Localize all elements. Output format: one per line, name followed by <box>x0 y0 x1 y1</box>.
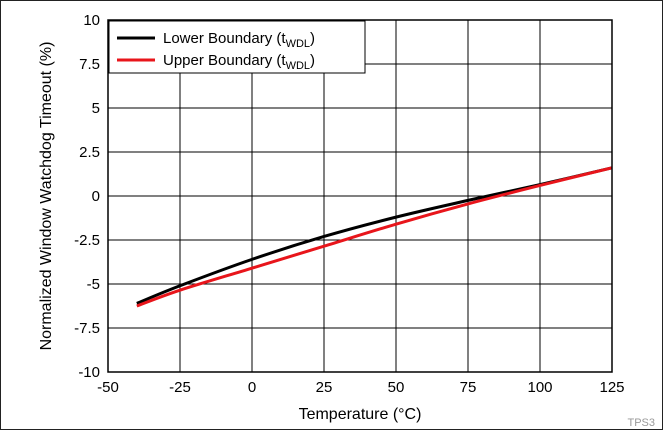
legend-label: Lower Boundary (tWDL) <box>163 30 315 50</box>
legend-label-end: ) <box>310 52 315 69</box>
legend-label: Upper Boundary (tWDL) <box>163 52 315 72</box>
y-tick-label: -7.5 <box>74 320 100 337</box>
x-axis-title: Temperature (°C) <box>299 406 422 423</box>
y-tick-label: 0 <box>92 188 100 205</box>
x-tick-label: 0 <box>248 379 256 396</box>
y-tick-label: 10 <box>83 12 100 29</box>
legend-label-subscript: WDL <box>286 60 310 72</box>
y-tick-label: 2.5 <box>79 144 100 161</box>
figure-code-label: TPS3 <box>627 417 655 429</box>
plot-area-frame <box>107 19 613 373</box>
x-tick-label: -25 <box>169 379 191 396</box>
y-tick-label: 7.5 <box>79 56 100 73</box>
legend-label-end: ) <box>310 30 315 47</box>
x-tick-label: 50 <box>388 379 405 396</box>
series-layer <box>136 166 613 308</box>
x-tick-label: 25 <box>316 379 333 396</box>
x-tick-labels: -50 -25 0 25 50 75 100 125 <box>97 379 624 396</box>
series-line-upper-boundary <box>136 166 613 308</box>
legend: Lower Boundary (tWDL)Upper Boundary (tWD… <box>108 20 366 74</box>
y-tick-label: 5 <box>92 100 100 117</box>
y-tick-label: -5 <box>87 276 100 293</box>
legend-label-subscript: WDL <box>286 38 310 50</box>
y-axis-title: Normalized Window Watchdog Timeout (%) <box>38 42 55 351</box>
legend-label-main: Lower Boundary (t <box>163 30 286 47</box>
legend-label-main: Upper Boundary (t <box>163 52 286 69</box>
y-tick-labels: 10 7.5 5 2.5 0 -2.5 -5 -7.5 -10 <box>74 12 100 381</box>
y-tick-label: -2.5 <box>74 232 100 249</box>
x-tick-label: 125 <box>599 379 624 396</box>
y-tick-label: -10 <box>78 364 100 381</box>
legend-box <box>108 20 366 74</box>
x-tick-label: 75 <box>460 379 477 396</box>
x-tick-label: 100 <box>527 379 552 396</box>
x-tick-label: -50 <box>97 379 119 396</box>
